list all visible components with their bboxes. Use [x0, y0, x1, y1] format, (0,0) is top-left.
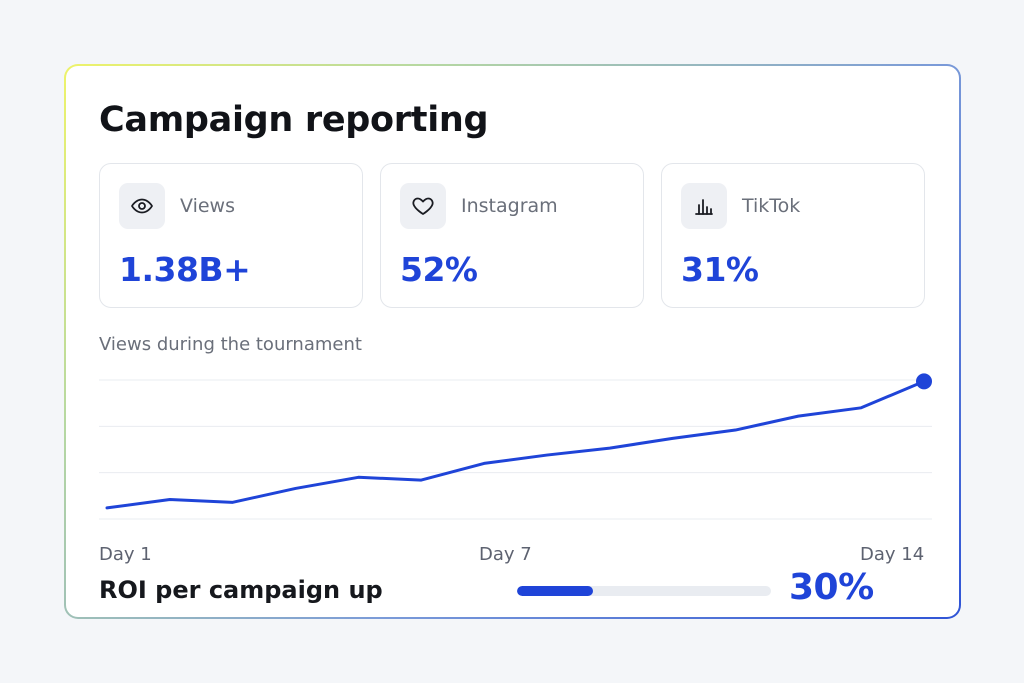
x-tick-label: Day 1: [99, 544, 152, 565]
roi-label: ROI per campaign up: [99, 576, 383, 604]
card-title: Campaign reporting: [99, 100, 489, 140]
stat-card-views: Views 1.38B+: [99, 163, 363, 308]
card-border: Campaign reporting Views 1.38B+ Instagra…: [64, 64, 961, 619]
roi-value: 30%: [789, 567, 874, 608]
stat-label: Instagram: [461, 195, 558, 217]
bar-chart-icon: [681, 183, 727, 229]
chart-title: Views during the tournament: [99, 334, 362, 355]
views-line-chart: [99, 373, 932, 520]
campaign-card: Campaign reporting Views 1.38B+ Instagra…: [66, 66, 959, 617]
roi-progress-fill: [517, 586, 594, 596]
stat-label: TikTok: [742, 195, 801, 217]
series-line: [105, 379, 926, 510]
heart-icon: [400, 183, 446, 229]
stat-value: 1.38B+: [119, 250, 251, 289]
eye-icon: [119, 183, 165, 229]
stat-label: Views: [180, 195, 235, 217]
x-tick-label: Day 14: [860, 544, 925, 565]
stat-value: 31%: [681, 250, 759, 289]
stat-card-instagram: Instagram 52%: [380, 163, 644, 308]
end-point-marker: [916, 373, 932, 390]
x-tick-label: Day 7: [479, 544, 532, 565]
stat-value: 52%: [400, 250, 478, 289]
stat-card-tiktok: TikTok 31%: [661, 163, 925, 308]
roi-progress-track: [517, 586, 771, 596]
